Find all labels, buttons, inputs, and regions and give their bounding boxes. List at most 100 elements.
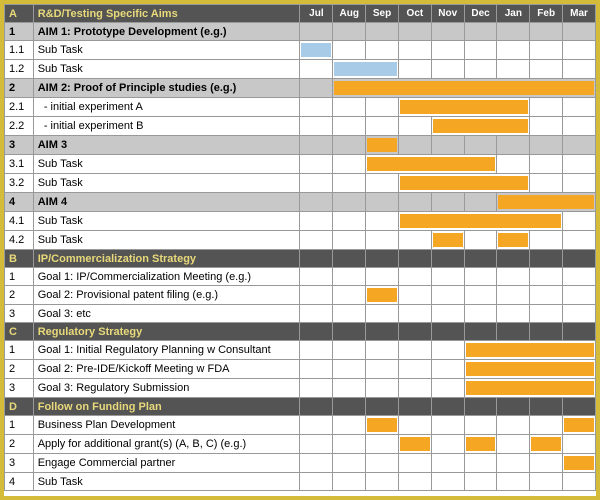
task-id: 2.1 — [5, 98, 34, 117]
task-label: Sub Task — [33, 473, 300, 491]
section-id: B — [5, 250, 34, 268]
task-label: Sub Task — [33, 212, 300, 231]
task-label: Goal 1: Initial Regulatory Planning w Co… — [33, 341, 300, 360]
section-title: IP/Commercialization Strategy — [33, 250, 300, 268]
task-id: 3 — [5, 136, 34, 155]
gantt-frame: AR&D/Testing Specific AimsJulAugSepOctNo… — [0, 0, 600, 500]
task-row: 1.1Sub Task — [5, 41, 596, 60]
gantt-bar — [367, 418, 397, 432]
task-row: 2.1 - initial experiment A — [5, 98, 596, 117]
task-id: 1 — [5, 23, 34, 41]
task-row: 3Engage Commercial partner — [5, 454, 596, 473]
task-row: 2Goal 2: Provisional patent filing (e.g.… — [5, 286, 596, 305]
task-id: 4.1 — [5, 212, 34, 231]
task-id: 3.2 — [5, 174, 34, 193]
task-row: 1Goal 1: Initial Regulatory Planning w C… — [5, 341, 596, 360]
gantt-bar — [400, 100, 528, 114]
task-id: 1.1 — [5, 41, 34, 60]
task-row: 4AIM 4 — [5, 193, 596, 212]
task-id: 2 — [5, 435, 34, 454]
gantt-bar — [564, 418, 594, 432]
task-id: 4.2 — [5, 231, 34, 250]
month-header: Feb — [530, 5, 563, 23]
task-id: 4 — [5, 193, 34, 212]
task-row: 1Business Plan Development — [5, 416, 596, 435]
task-row: 4Sub Task — [5, 473, 596, 491]
section-title: Regulatory Strategy — [33, 323, 300, 341]
task-label: Goal 3: Regulatory Submission — [33, 379, 300, 398]
task-id: 4 — [5, 473, 34, 491]
task-label: Goal 2: Provisional patent filing (e.g.) — [33, 286, 300, 305]
gantt-bar — [466, 343, 594, 357]
task-id: 2 — [5, 360, 34, 379]
task-row: 3.2Sub Task — [5, 174, 596, 193]
task-label: AIM 4 — [33, 193, 300, 212]
month-header: Oct — [398, 5, 431, 23]
task-label: Goal 2: Pre-IDE/Kickoff Meeting w FDA — [33, 360, 300, 379]
gantt-bar — [400, 214, 561, 228]
task-row: 4.2Sub Task — [5, 231, 596, 250]
task-row: 2.2 - initial experiment B — [5, 117, 596, 136]
section-id: C — [5, 323, 34, 341]
task-id: 3.1 — [5, 155, 34, 174]
gantt-bar — [433, 233, 463, 247]
task-label: AIM 1: Prototype Development (e.g.) — [33, 23, 300, 41]
gantt-bar — [498, 233, 528, 247]
gantt-bar — [531, 437, 561, 451]
month-header: Dec — [464, 5, 497, 23]
task-id: 2.2 — [5, 117, 34, 136]
month-header: Jan — [497, 5, 530, 23]
task-label: - initial experiment B — [33, 117, 300, 136]
task-row: 3.1Sub Task — [5, 155, 596, 174]
gantt-bar — [334, 62, 397, 76]
task-label: Business Plan Development — [33, 416, 300, 435]
task-row: 3AIM 3 — [5, 136, 596, 155]
task-id: 2 — [5, 79, 34, 98]
task-id: 3 — [5, 454, 34, 473]
gantt-bar — [400, 437, 430, 451]
month-header: Nov — [431, 5, 464, 23]
gantt-bar — [498, 195, 594, 209]
task-row: 3Goal 3: etc — [5, 305, 596, 323]
section-id: A — [5, 5, 34, 23]
task-id: 2 — [5, 286, 34, 305]
task-label: Goal 3: etc — [33, 305, 300, 323]
task-label: AIM 2: Proof of Principle studies (e.g.) — [33, 79, 300, 98]
task-id: 3 — [5, 305, 34, 323]
task-label: Goal 1: IP/Commercialization Meeting (e.… — [33, 268, 300, 286]
section-title: R&D/Testing Specific Aims — [33, 5, 300, 23]
task-label: Sub Task — [33, 174, 300, 193]
section-id: D — [5, 398, 34, 416]
task-label: - initial experiment A — [33, 98, 300, 117]
task-id: 1 — [5, 341, 34, 360]
task-id: 1.2 — [5, 60, 34, 79]
month-header: Aug — [333, 5, 366, 23]
gantt-bar — [564, 456, 594, 470]
task-id: 1 — [5, 268, 34, 286]
gantt-bar — [433, 119, 528, 133]
month-header: Mar — [563, 5, 596, 23]
task-label: Sub Task — [33, 231, 300, 250]
gantt-table: AR&D/Testing Specific AimsJulAugSepOctNo… — [4, 4, 596, 491]
task-row: 3Goal 3: Regulatory Submission — [5, 379, 596, 398]
gantt-bar — [466, 437, 496, 451]
section-title: Follow on Funding Plan — [33, 398, 300, 416]
task-label: Engage Commercial partner — [33, 454, 300, 473]
gantt-bar — [466, 381, 594, 395]
task-id: 1 — [5, 416, 34, 435]
gantt-bar — [400, 176, 528, 190]
gantt-bar — [466, 362, 594, 376]
gantt-bar — [367, 288, 397, 302]
task-row: 2Apply for additional grant(s) (A, B, C)… — [5, 435, 596, 454]
task-row: 2Goal 2: Pre-IDE/Kickoff Meeting w FDA — [5, 360, 596, 379]
month-header: Jul — [300, 5, 333, 23]
task-row: 2AIM 2: Proof of Principle studies (e.g.… — [5, 79, 596, 98]
task-label: Sub Task — [33, 155, 300, 174]
gantt-bar — [334, 81, 594, 95]
gantt-bar — [301, 43, 331, 57]
task-id: 3 — [5, 379, 34, 398]
gantt-bar — [367, 138, 397, 152]
task-row: 1Goal 1: IP/Commercialization Meeting (e… — [5, 268, 596, 286]
task-row: 4.1Sub Task — [5, 212, 596, 231]
task-label: Apply for additional grant(s) (A, B, C) … — [33, 435, 300, 454]
